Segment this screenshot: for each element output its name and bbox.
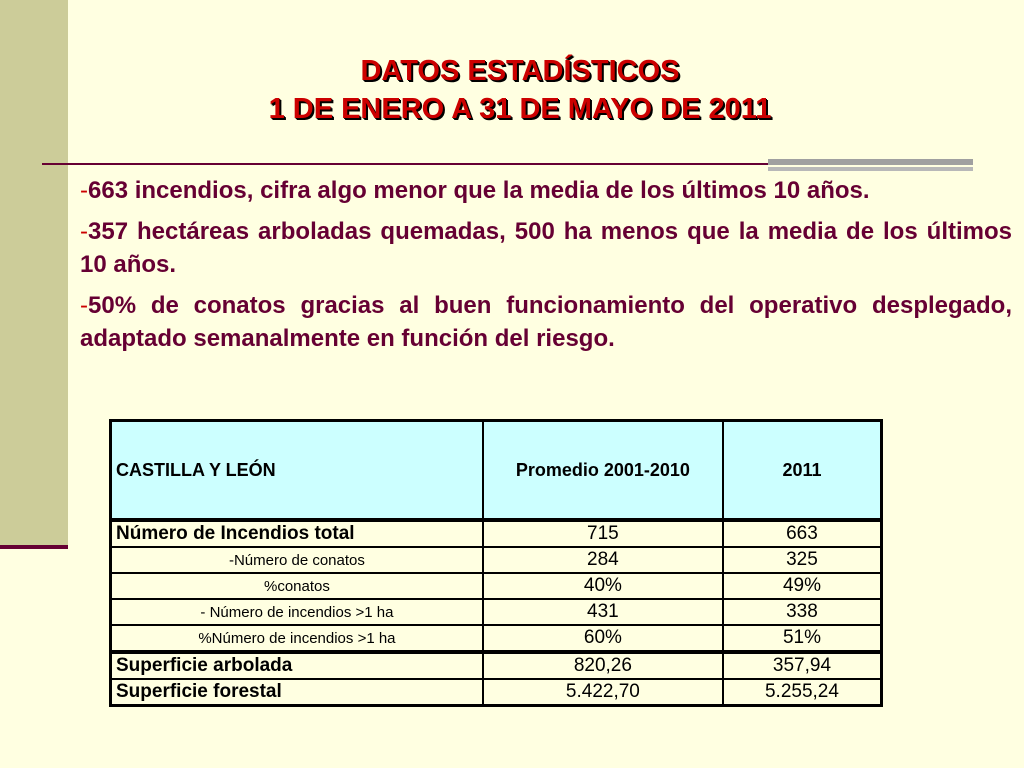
title-divider-accent — [768, 159, 973, 165]
title-line-1: DATOS ESTADÍSTICOS — [360, 55, 680, 87]
row-label: Superficie arbolada — [109, 650, 484, 680]
left-band-underline — [0, 545, 68, 549]
row-average: 820,26 — [481, 650, 724, 680]
bullet-dash: - — [80, 177, 88, 204]
header-region: CASTILLA Y LEÓN — [109, 419, 484, 522]
row-label: Superficie forestal — [109, 678, 484, 707]
row-2011: 51% — [721, 624, 883, 653]
row-average: 715 — [481, 519, 724, 548]
row-2011: 663 — [721, 519, 883, 548]
row-average: 60% — [481, 624, 724, 653]
header-year: 2011 — [721, 419, 883, 522]
header-average: Promedio 2001-2010 — [481, 419, 724, 522]
bullet-dash: - — [80, 292, 88, 319]
bullet-item: -50% de conatos gracias al buen funciona… — [80, 289, 1012, 355]
table-row: Número de Incendios total 715 663 — [109, 519, 883, 548]
slide-title: DATOS ESTADÍSTICOS 1 DE ENERO A 31 DE MA… — [120, 52, 920, 128]
table-row: %Número de incendios >1 ha 60% 51% — [109, 624, 883, 653]
row-average: 431 — [481, 598, 724, 626]
row-average: 5.422,70 — [481, 678, 724, 707]
bullet-text: 663 incendios, cifra algo menor que la m… — [88, 177, 870, 204]
table-row: - Número de incendios >1 ha 431 338 — [109, 598, 883, 626]
row-2011: 49% — [721, 572, 883, 600]
title-divider — [42, 163, 768, 165]
row-2011: 338 — [721, 598, 883, 626]
title-line-2: 1 DE ENERO A 31 DE MAYO DE 2011 — [268, 93, 772, 125]
bullet-item: -663 incendios, cifra algo menor que la … — [80, 174, 1012, 207]
row-average: 40% — [481, 572, 724, 600]
table-header-row: CASTILLA Y LEÓN Promedio 2001-2010 2011 — [109, 419, 883, 522]
statistics-table: CASTILLA Y LEÓN Promedio 2001-2010 2011 … — [109, 419, 883, 707]
row-label: - Número de incendios >1 ha — [109, 598, 484, 626]
row-2011: 325 — [721, 546, 883, 574]
table-row: %conatos 40% 49% — [109, 572, 883, 600]
table-row: -Número de conatos 284 325 — [109, 546, 883, 574]
title-divider-accent-2 — [768, 167, 973, 171]
bullet-dash: - — [80, 218, 88, 245]
table-row: Superficie forestal 5.422,70 5.255,24 — [109, 678, 883, 707]
bullet-text: 50% de conatos gracias al buen funcionam… — [80, 292, 1012, 352]
row-label: -Número de conatos — [109, 546, 484, 574]
row-2011: 5.255,24 — [721, 678, 883, 707]
row-label: %Número de incendios >1 ha — [109, 624, 484, 653]
table-row: Superficie arbolada 820,26 357,94 — [109, 650, 883, 680]
left-decorative-band — [0, 0, 68, 545]
bullet-list: -663 incendios, cifra algo menor que la … — [80, 174, 1012, 363]
row-label: %conatos — [109, 572, 484, 600]
bullet-text: 357 hectáreas arboladas quemadas, 500 ha… — [80, 218, 1012, 278]
row-label: Número de Incendios total — [109, 519, 484, 548]
bullet-item: -357 hectáreas arboladas quemadas, 500 h… — [80, 215, 1012, 281]
row-average: 284 — [481, 546, 724, 574]
row-2011: 357,94 — [721, 650, 883, 680]
